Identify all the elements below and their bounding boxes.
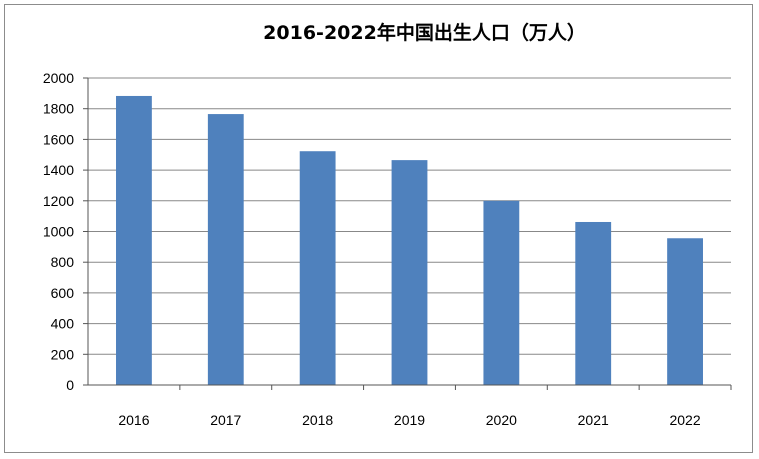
y-tick-label: 200 [51,346,75,362]
x-tick-label: 2020 [486,412,517,428]
x-tick-label: 2018 [302,412,333,428]
bar-2017 [207,114,244,385]
y-tick-label: 0 [66,377,74,393]
y-tick-label: 1200 [43,193,74,209]
y-tick-label: 1600 [43,131,74,147]
x-tick-label: 2021 [578,412,609,428]
y-tick-label: 1400 [43,162,74,178]
y-tick-label: 2000 [43,70,74,86]
y-tick-label: 600 [51,285,75,301]
y-tick-label: 1800 [43,101,74,117]
chart-title: 2016-2022年中国出生人口（万人） [263,22,586,44]
y-tick-label: 400 [51,316,75,332]
y-tick-label: 800 [51,254,75,270]
x-tick-label: 2016 [118,412,149,428]
bar-2019 [391,160,428,385]
bar-2020 [483,200,520,385]
x-tick-label: 2019 [394,412,425,428]
y-tick-label: 1000 [43,224,74,240]
x-tick-label: 2022 [669,412,700,428]
bar-2022 [667,238,703,385]
x-tick-label: 2017 [210,412,241,428]
bar-2016 [116,95,152,385]
bar-2018 [299,151,336,385]
bar-2021 [575,221,612,385]
